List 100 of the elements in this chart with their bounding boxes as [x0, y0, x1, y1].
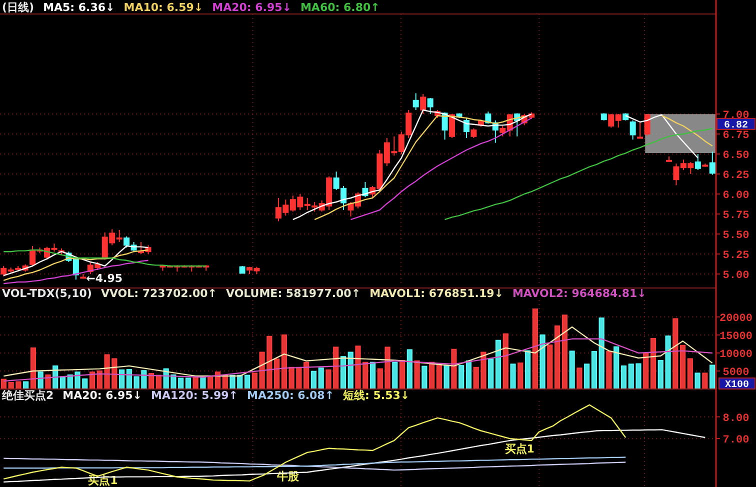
bar: [422, 366, 428, 389]
candlestick: [420, 94, 426, 114]
y-tick-label: 5.75: [722, 210, 750, 222]
text: MA120: 5.99↑: [151, 389, 238, 402]
text: 6.82: [724, 120, 748, 132]
bar: [252, 372, 258, 389]
y-tick-label: 5.00: [722, 270, 750, 282]
bar: [310, 370, 316, 389]
bar: [304, 362, 310, 389]
annotation: ←4.95: [86, 272, 123, 285]
bar: [406, 349, 412, 389]
bar: [458, 365, 464, 389]
bar: [392, 362, 398, 389]
bar: [614, 346, 620, 389]
bar: [495, 340, 502, 389]
y-axis-title: X100: [724, 380, 750, 391]
text: MA20: 6.95↓: [62, 389, 142, 402]
bar: [436, 364, 442, 389]
bar: [414, 360, 420, 389]
bar: [89, 372, 96, 389]
bar: [672, 318, 678, 389]
y-tick-label: 7.00: [722, 434, 750, 447]
y-tick-label: 6.00: [722, 190, 750, 202]
bar: [400, 360, 406, 389]
y-tick-label: 6.75: [722, 130, 750, 142]
y-tick-label: 15000: [719, 330, 753, 343]
bar: [702, 372, 708, 389]
line-series: [3, 338, 713, 382]
bar: [30, 347, 36, 389]
y-tick-label: 7.00: [722, 110, 750, 122]
bar: [119, 369, 125, 389]
candlestick: [637, 122, 644, 139]
candlestick: [412, 92, 419, 110]
bar: [554, 325, 560, 389]
bar: [643, 352, 649, 389]
bar: [23, 381, 29, 389]
bar: [584, 364, 590, 389]
bar: [126, 369, 132, 389]
text: MAVOL2: 964684.81↓: [512, 287, 646, 300]
bar: [518, 362, 524, 389]
bar: [148, 373, 154, 389]
y-tick-label: 5.25: [722, 250, 750, 262]
text: MA20: 6.95↓: [212, 1, 292, 14]
bar: [576, 368, 582, 389]
line-series: [3, 326, 713, 377]
chart-title: 绝佳买点2: [1, 389, 54, 402]
annotation: 买点1: [504, 442, 534, 456]
y-tick-label: 8.00: [722, 412, 750, 425]
bar: [348, 352, 354, 389]
bar: [650, 338, 656, 389]
text: MA5: 6.36↓: [43, 1, 115, 14]
bar: [185, 378, 192, 389]
y-tick-label: 5000: [722, 366, 750, 379]
text: MAVOL1: 676851.19↓: [370, 287, 504, 300]
bar: [488, 358, 494, 389]
bar: [687, 358, 693, 389]
bar: [451, 348, 457, 389]
bar: [502, 333, 508, 389]
candlestick: [630, 120, 636, 140]
bar: [569, 350, 575, 389]
bar: [524, 350, 531, 389]
bar: [318, 368, 324, 389]
bar: [680, 344, 686, 389]
bar: [606, 351, 612, 389]
bar: [547, 344, 553, 389]
y-tick-label: 6.50: [722, 150, 750, 162]
candlestick: [694, 154, 701, 170]
bar: [370, 362, 376, 389]
bar: [281, 334, 287, 389]
chart-title: (日线): [2, 1, 34, 14]
candlestick: [427, 98, 434, 114]
candlestick: [470, 128, 477, 138]
bar: [591, 351, 597, 389]
bar: [340, 356, 346, 389]
text: MA250: 6.08↑: [247, 389, 334, 402]
bar: [466, 360, 472, 389]
bar: [694, 372, 700, 389]
bar: [444, 365, 450, 389]
bar: [244, 374, 250, 389]
y-tick-label: 20000: [719, 312, 753, 325]
text: MA10: 6.59↓: [124, 1, 204, 14]
y-tick-label: 6.25: [722, 170, 750, 182]
bar: [562, 314, 568, 389]
text: MA60: 6.80↑: [300, 1, 380, 14]
bar: [274, 358, 280, 389]
candlestick: [644, 114, 650, 136]
annotation: VOLUME: 581977.00↑: [226, 287, 361, 300]
bar: [620, 365, 627, 389]
bar: [208, 376, 214, 389]
bar: [532, 308, 538, 389]
chart-title: VOL-TDX(5,10): [2, 287, 92, 300]
y-tick-label: 5.50: [722, 230, 750, 242]
y-tick-label: 10000: [719, 348, 753, 361]
annotation: VVOL: 723702.00↑: [100, 287, 218, 300]
bar: [598, 318, 604, 389]
candlestick: [449, 114, 456, 138]
bar: [710, 364, 716, 389]
bar: [540, 334, 546, 389]
text: 短线: 5.53↓: [342, 389, 410, 402]
bar: [510, 364, 516, 389]
